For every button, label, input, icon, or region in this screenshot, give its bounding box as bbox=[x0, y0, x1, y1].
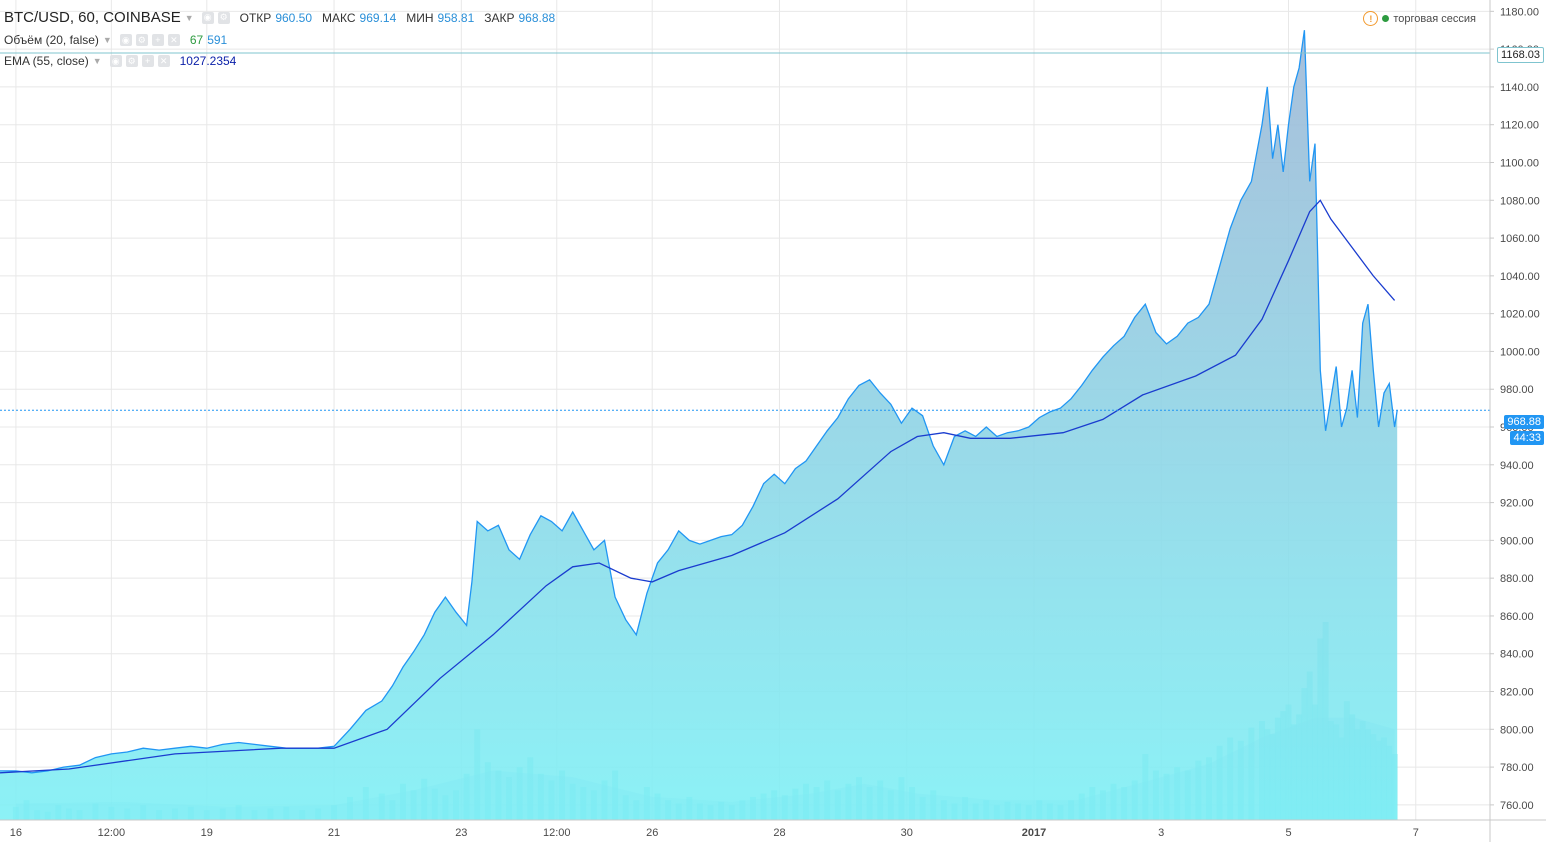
gear-icon[interactable]: ⚙ bbox=[125, 55, 138, 67]
gear-icon[interactable]: ⚙ bbox=[217, 11, 230, 24]
time-tick-label: 19 bbox=[201, 827, 213, 839]
low-value: 958.81 bbox=[437, 10, 475, 25]
time-tick-label: 2017 bbox=[1022, 827, 1046, 839]
ema-indicator-label[interactable]: EMA (55, close) bbox=[4, 54, 89, 68]
price-tick-label: 840.00 bbox=[1500, 649, 1534, 661]
symbol-legend: BTC/USD, 60, COINBASE ▼ ◉ ⚙ ОТКР 960.50 … bbox=[4, 9, 555, 26]
eye-icon[interactable]: ◉ bbox=[119, 34, 132, 46]
price-tick-label: 1140.00 bbox=[1500, 82, 1539, 94]
ema-line bbox=[0, 199, 1396, 774]
price-axis-labels: 760.00 780.00 800.00 820.00 840.00 860.00 880.… bbox=[1490, 6, 1540, 812]
chevron-down-icon[interactable]: ▼ bbox=[102, 35, 112, 45]
volume-value-2: 591 bbox=[207, 33, 228, 47]
session-label: торговая сессия bbox=[1393, 12, 1476, 25]
last-price-tag: 968.88 bbox=[1504, 415, 1544, 429]
price-tick-label: 1120.00 bbox=[1500, 120, 1539, 132]
price-tick-label: 1040.00 bbox=[1500, 271, 1540, 283]
ema-layer bbox=[0, 199, 1396, 774]
chevron-down-icon[interactable]: ▼ bbox=[184, 12, 194, 23]
time-tick-label: 7 bbox=[1413, 827, 1419, 839]
price-tick-label: 880.00 bbox=[1500, 573, 1534, 585]
plus-icon[interactable]: + bbox=[151, 34, 164, 46]
eye-icon[interactable]: ◉ bbox=[109, 55, 122, 67]
volume-indicator-label[interactable]: Объём (20, false) bbox=[4, 33, 99, 47]
status-dot-icon bbox=[1382, 15, 1390, 22]
price-tick-label: 1100.00 bbox=[1500, 157, 1539, 169]
price-tick-label: 1020.00 bbox=[1500, 309, 1540, 321]
volume-value-1: 67 bbox=[189, 33, 204, 47]
price-area-fill bbox=[0, 30, 1398, 820]
price-tick-label: 760.00 bbox=[1500, 800, 1534, 812]
time-tick-label: 26 bbox=[646, 827, 658, 839]
time-tick-label: 16 bbox=[10, 827, 22, 839]
time-tick-label: 5 bbox=[1285, 827, 1291, 839]
ema-legend: EMA (55, close) ▼ ◉ ⚙ + ✕ 1027.2354 bbox=[4, 54, 236, 68]
plus-icon[interactable]: + bbox=[141, 55, 154, 67]
chevron-down-icon[interactable]: ▼ bbox=[92, 56, 102, 66]
price-tick-label: 1180.00 bbox=[1500, 6, 1539, 18]
low-label: МИН bbox=[406, 10, 434, 25]
close-value: 968.88 bbox=[518, 10, 556, 25]
open-value: 960.50 bbox=[275, 10, 313, 25]
ema-value: 1027.2354 bbox=[179, 54, 237, 68]
price-tick-label: 900.00 bbox=[1500, 535, 1534, 547]
session-status[interactable]: ! торговая сессия bbox=[1363, 11, 1476, 26]
time-tick-label: 23 bbox=[455, 827, 467, 839]
price-tick-label: 1080.00 bbox=[1500, 195, 1540, 207]
time-tick-label: 28 bbox=[773, 827, 785, 839]
symbol-title[interactable]: BTC/USD, 60, COINBASE bbox=[4, 9, 181, 26]
price-tick-label: 920.00 bbox=[1500, 498, 1534, 510]
time-tick-label: 12:00 bbox=[98, 827, 126, 839]
price-area bbox=[0, 30, 1398, 820]
price-tick-label: 820.00 bbox=[1500, 687, 1534, 699]
high-line-price-tag: 1168.03 bbox=[1497, 47, 1544, 63]
price-tick-label: 1000.00 bbox=[1500, 346, 1540, 358]
gear-icon[interactable]: ⚙ bbox=[135, 34, 148, 46]
time-tick-label: 30 bbox=[901, 827, 913, 839]
high-value: 969.14 bbox=[359, 10, 397, 25]
price-tick-label: 940.00 bbox=[1500, 460, 1534, 472]
price-tick-label: 980.00 bbox=[1500, 384, 1534, 396]
price-tick-label: 780.00 bbox=[1500, 762, 1534, 774]
price-tick-label: 860.00 bbox=[1500, 611, 1534, 623]
time-tick-label: 3 bbox=[1158, 827, 1164, 839]
price-tick-label: 800.00 bbox=[1500, 724, 1534, 736]
close-label: ЗАКР bbox=[484, 10, 515, 25]
close-icon[interactable]: ✕ bbox=[157, 55, 170, 67]
time-tick-label: 12:00 bbox=[543, 827, 571, 839]
countdown-tag: 44:33 bbox=[1510, 431, 1544, 445]
close-icon[interactable]: ✕ bbox=[167, 34, 180, 46]
high-label: МАКС bbox=[322, 10, 356, 25]
time-axis-labels: 16 12:00 19 21 23 12:00 26 28 30 2017 3 5 7 bbox=[10, 827, 1419, 839]
price-tick-label: 1060.00 bbox=[1500, 233, 1540, 245]
time-tick-label: 21 bbox=[328, 827, 340, 839]
warning-icon[interactable]: ! bbox=[1363, 11, 1379, 26]
volume-legend: Объём (20, false) ▼ ◉ ⚙ + ✕ 67 591 bbox=[4, 33, 227, 47]
eye-icon[interactable]: ◉ bbox=[201, 11, 214, 24]
price-line bbox=[0, 30, 1398, 774]
open-label: ОТКР bbox=[239, 10, 272, 25]
